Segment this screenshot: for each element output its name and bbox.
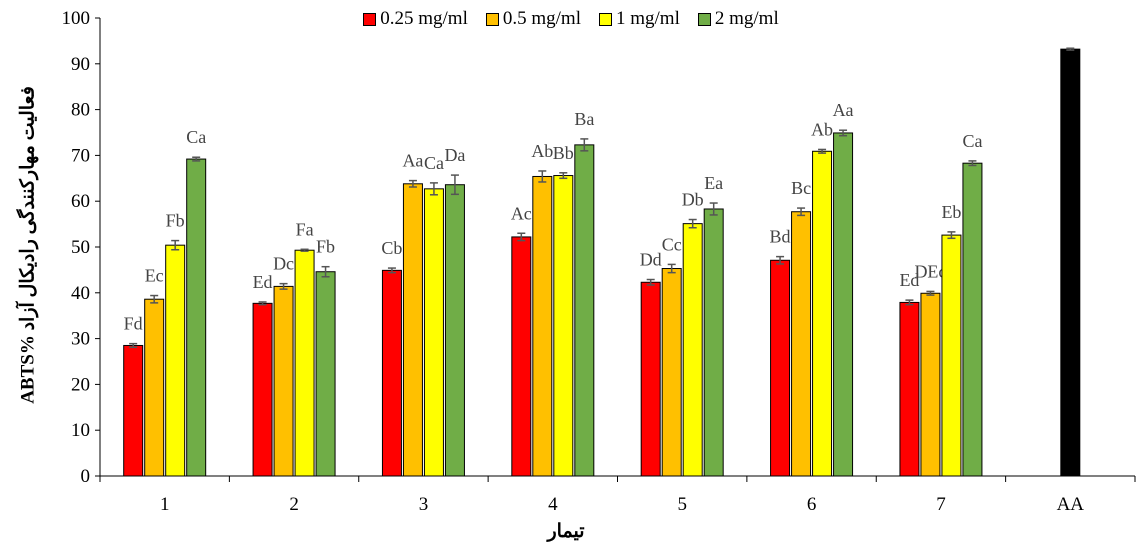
legend-swatch-green xyxy=(697,12,711,26)
x-tick-label: 5 xyxy=(677,494,687,515)
bar xyxy=(144,298,165,477)
data-label: Fb xyxy=(316,237,335,257)
data-label: Eb xyxy=(941,202,961,222)
x-axis-title: تیمار xyxy=(547,521,585,542)
data-label: Db xyxy=(682,190,704,210)
y-tick-label: 100 xyxy=(62,8,91,29)
legend-label: 1 mg/ml xyxy=(616,8,680,29)
data-label: Da xyxy=(444,145,465,165)
data-label: Fa xyxy=(296,219,314,239)
bar xyxy=(791,211,812,477)
bar xyxy=(1060,48,1081,477)
data-label: Ab xyxy=(531,141,553,161)
bar xyxy=(640,281,661,477)
bar xyxy=(165,244,186,477)
data-label: Ab xyxy=(811,119,833,139)
legend-label: 2 mg/ml xyxy=(714,8,779,29)
bar xyxy=(315,271,336,477)
bar xyxy=(770,259,791,477)
data-label: Ac xyxy=(511,203,532,223)
y-tick-label: 60 xyxy=(71,191,90,212)
x-tick-label: 6 xyxy=(807,494,817,515)
x-tick-label: 2 xyxy=(289,494,299,515)
legend-label: 0.5 mg/ml xyxy=(502,8,581,29)
data-label: DEc xyxy=(914,261,946,281)
x-tick-label: 7 xyxy=(936,494,946,515)
bar xyxy=(444,184,465,477)
y-tick-label: 10 xyxy=(71,420,90,441)
data-label: Ec xyxy=(145,266,164,286)
y-tick-label: 40 xyxy=(71,283,90,304)
y-tick-label: 50 xyxy=(71,237,90,258)
y-tick-label: 70 xyxy=(71,145,90,166)
data-label: Ca xyxy=(186,127,206,147)
data-label: Ed xyxy=(253,272,273,292)
bar xyxy=(661,268,682,477)
legend-item-1: 1 mg/ml xyxy=(599,8,680,30)
y-tick-label: 0 xyxy=(81,466,91,487)
data-label: Aa xyxy=(833,100,854,120)
legend-swatch-orange xyxy=(485,12,499,26)
bar xyxy=(812,150,833,477)
data-label: Dd xyxy=(640,250,662,270)
x-tick-label: 3 xyxy=(419,494,429,515)
y-tick-label: 30 xyxy=(71,329,90,350)
bar xyxy=(123,344,144,477)
x-tick-label: AA xyxy=(1057,494,1085,515)
legend-label: 0.25 mg/ml xyxy=(380,8,468,29)
data-label: Dc xyxy=(273,254,294,274)
bar xyxy=(833,132,854,477)
y-tick-label: 80 xyxy=(71,100,90,121)
bar xyxy=(532,175,553,477)
bar xyxy=(703,208,724,477)
bar xyxy=(252,302,273,477)
legend-swatch-yellow xyxy=(599,12,612,26)
bar xyxy=(511,236,532,477)
data-label: Ca xyxy=(962,131,982,151)
bar xyxy=(273,285,294,477)
data-label: Cc xyxy=(662,234,682,254)
bar xyxy=(423,188,444,477)
bar xyxy=(899,301,920,477)
data-label: Bc xyxy=(791,178,811,198)
bar xyxy=(294,249,315,477)
legend-item-0-25: 0.25 mg/ml xyxy=(363,8,468,30)
bar xyxy=(920,292,941,477)
data-label: Aa xyxy=(402,151,423,171)
bar xyxy=(553,175,574,477)
bar xyxy=(186,158,207,477)
data-label: Cb xyxy=(381,238,402,258)
data-label: Ba xyxy=(574,109,594,129)
data-label: Fb xyxy=(166,211,185,231)
chart-legend: 0.25 mg/ml 0.5 mg/ml 1 mg/ml 2 mg/ml xyxy=(0,8,1142,30)
bar xyxy=(381,269,402,477)
data-label: Ed xyxy=(899,270,919,290)
y-axis-title: ABTS% فعالیت مهارکنندگی رادیکال آزاد xyxy=(17,86,39,404)
x-tick-label: 4 xyxy=(548,494,558,515)
data-label: Ca xyxy=(424,153,444,173)
bar xyxy=(962,162,983,477)
data-label: Bd xyxy=(770,227,791,247)
data-label: Ea xyxy=(704,173,723,193)
bar xyxy=(941,234,962,477)
legend-item-2: 2 mg/ml xyxy=(697,8,779,30)
x-tick-label: 1 xyxy=(160,494,170,515)
bar xyxy=(574,144,595,477)
y-tick-label: 20 xyxy=(71,374,90,395)
y-tick-label: 90 xyxy=(71,54,90,75)
legend-swatch-red xyxy=(363,12,377,26)
bar xyxy=(682,223,703,477)
data-label: Fd xyxy=(124,314,143,334)
legend-item-0-5: 0.5 mg/ml xyxy=(485,8,581,30)
data-label: Bb xyxy=(553,143,574,163)
bar xyxy=(402,183,423,477)
